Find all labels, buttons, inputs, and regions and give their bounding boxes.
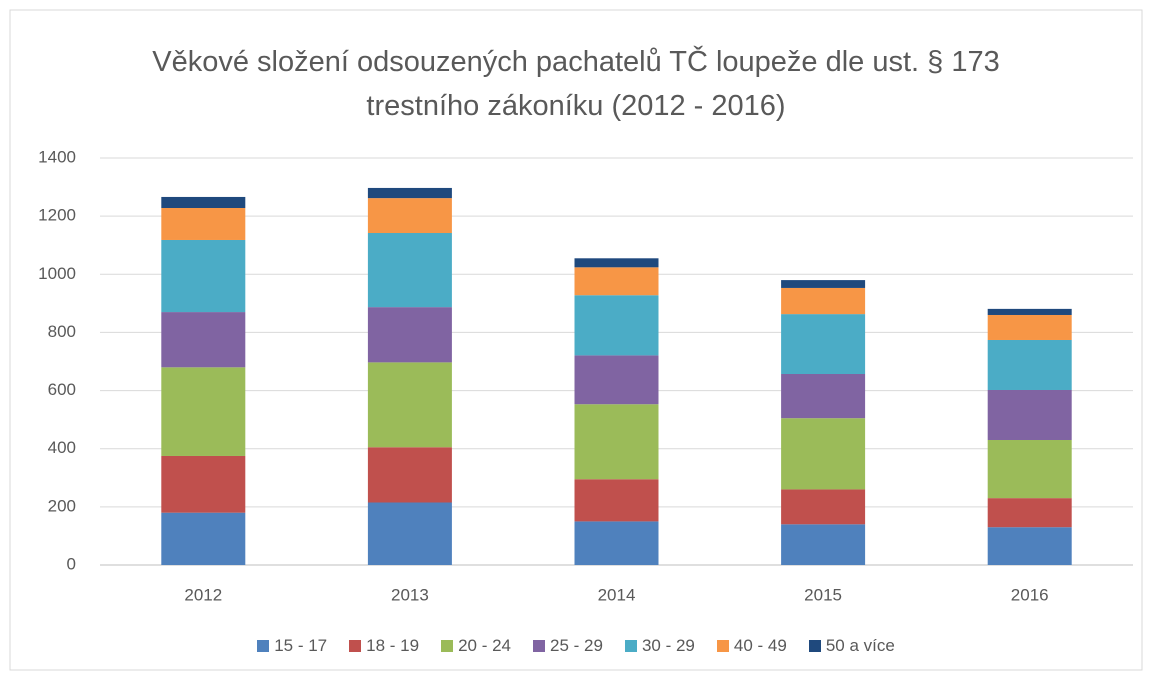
bar-segment — [987, 314, 1072, 340]
bar-segment — [574, 258, 659, 268]
bar-segment — [161, 208, 246, 240]
x-tick-label: 2013 — [391, 585, 429, 604]
legend-item: 30 - 29 — [624, 636, 695, 656]
legend-swatch — [257, 640, 270, 652]
bar-segment — [367, 502, 452, 565]
legend-swatch — [716, 640, 729, 652]
chart-title: Věkové složení odsouzených pachatelů TČ … — [152, 46, 1000, 122]
legend-label: 50 a více — [825, 636, 895, 655]
x-tick-label: 2016 — [1011, 585, 1049, 604]
bar-segment — [367, 198, 452, 234]
bar-segment — [987, 339, 1072, 390]
bar-segment — [574, 355, 659, 405]
legend-item: 40 - 49 — [716, 636, 787, 656]
y-tick-label: 1200 — [38, 206, 76, 225]
bar-segment — [781, 489, 866, 525]
legend-item: 25 - 29 — [533, 636, 603, 656]
bar-segment — [161, 196, 246, 209]
x-tick-label: 2014 — [598, 585, 636, 604]
bar-segment — [574, 479, 659, 522]
bar-segment — [161, 367, 246, 456]
bar-segment — [781, 287, 866, 315]
bar-segment — [781, 374, 866, 419]
bar-segment — [781, 524, 866, 565]
bar-segment — [987, 527, 1072, 565]
bar-segment — [574, 295, 659, 356]
bar-segment — [161, 512, 246, 565]
bar-segment — [781, 314, 866, 375]
bar-segment — [574, 404, 659, 480]
y-tick-label: 600 — [48, 380, 76, 399]
bar-segment — [161, 455, 246, 513]
bar-segment — [161, 239, 246, 313]
legend-label: 40 - 49 — [733, 636, 787, 655]
bar-segment — [574, 521, 659, 565]
legend: 15 - 17 18 - 19 20 - 24 25 - 29 30 - 29 40 - … — [0, 636, 1152, 656]
legend-swatch — [349, 640, 362, 652]
bar-segment — [367, 233, 452, 308]
y-tick-label: 200 — [48, 496, 76, 515]
legend-item: 50 a více — [808, 636, 895, 656]
legend-swatch — [533, 640, 545, 652]
bar-segment — [367, 362, 452, 448]
y-tick-label: 400 — [48, 438, 76, 457]
legend-label: 15 - 17 — [274, 636, 328, 655]
legend-label: 18 - 19 — [366, 636, 420, 655]
legend-item: 15 - 17 — [257, 636, 327, 656]
bar-segment — [987, 389, 1072, 440]
legend-swatch — [441, 640, 454, 652]
bar-segment — [367, 447, 452, 503]
legend-label: 30 - 29 — [641, 636, 695, 655]
y-tick-label: 1000 — [38, 264, 76, 283]
bar-segment — [367, 187, 452, 199]
legend-swatch — [624, 640, 637, 652]
legend-swatch — [808, 640, 821, 652]
x-tick-label: 2012 — [184, 585, 222, 604]
bar-segment — [574, 267, 659, 296]
y-tick-label: 800 — [48, 322, 76, 341]
bar-segment — [367, 307, 452, 363]
bar-segment — [161, 312, 246, 368]
legend-label: 20 - 24 — [458, 636, 511, 655]
y-tick-label: 0 — [67, 554, 76, 573]
y-tick-label: 1400 — [38, 147, 76, 166]
bar-segment — [987, 308, 1072, 315]
legend-label: 25 - 29 — [550, 636, 603, 655]
bar-segment — [987, 498, 1072, 528]
legend-item: 20 - 24 — [441, 636, 511, 656]
bar-segment — [781, 280, 866, 288]
x-tick-label: 2015 — [804, 585, 842, 604]
legend-item: 18 - 19 — [349, 636, 419, 656]
bar-segment — [781, 418, 866, 490]
bar-segment — [987, 439, 1072, 499]
